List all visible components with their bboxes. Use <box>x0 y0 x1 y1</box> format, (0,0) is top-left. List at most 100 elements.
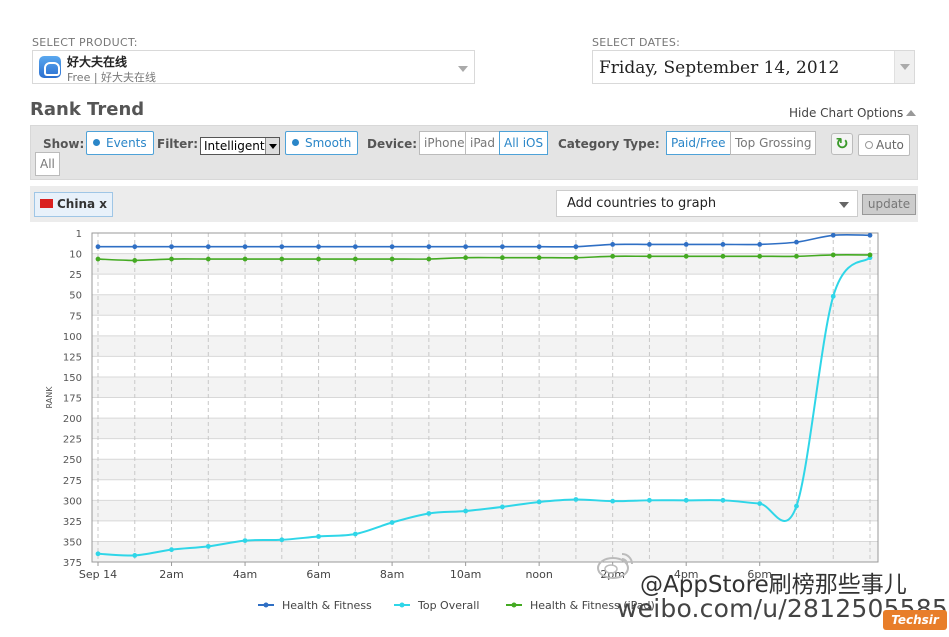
category-top-grossing[interactable]: Top Grossing <box>730 131 817 155</box>
data-point <box>132 244 138 250</box>
data-point <box>794 253 799 259</box>
y-tick-label: 125 <box>63 352 82 363</box>
y-tick-label: 350 <box>63 537 82 548</box>
data-point <box>757 253 763 259</box>
device-iphone[interactable]: iPhone <box>419 131 470 155</box>
smooth-toggle-label: Smooth <box>305 136 352 150</box>
watermark-handle: @AppStore刷榜那些事儿 <box>640 572 907 598</box>
hide-chart-options-link[interactable]: Hide Chart Options <box>789 106 904 120</box>
filter-select[interactable]: Intelligent <box>200 137 280 155</box>
grid-band <box>92 541 878 562</box>
chevron-down-icon <box>900 64 910 70</box>
x-tick-label: Sep 14 <box>79 568 117 581</box>
weibo-logo-icon <box>597 553 633 579</box>
y-axis-label: RANK <box>45 386 54 409</box>
data-point <box>536 499 542 505</box>
legend-label: Health & Fitness <box>282 599 372 612</box>
data-point <box>573 255 579 261</box>
y-tick-label: 10 <box>69 250 82 261</box>
data-point <box>794 503 799 509</box>
date-select[interactable]: Friday, September 14, 2012 <box>592 50 915 84</box>
data-point <box>205 543 211 549</box>
y-tick-label: 375 <box>63 558 82 569</box>
device-all-ios[interactable]: All iOS <box>499 131 549 155</box>
legend-marker <box>399 602 405 608</box>
data-point <box>499 244 505 250</box>
refresh-icon[interactable]: ↻ <box>831 133 853 155</box>
filter-label: Filter: <box>157 137 199 151</box>
x-tick-label: 6pm <box>747 568 772 581</box>
device-ipad[interactable]: iPad <box>465 131 501 155</box>
select-product-label: SELECT PRODUCT: <box>32 36 138 49</box>
data-point <box>610 253 616 259</box>
data-point <box>463 244 469 250</box>
y-tick-label: 325 <box>63 517 82 528</box>
y-tick-label: 250 <box>63 455 82 466</box>
data-point <box>132 553 138 558</box>
remove-country-button[interactable]: x <box>99 197 108 211</box>
date-dropdown-toggle[interactable] <box>894 51 914 83</box>
data-point <box>536 244 542 250</box>
country-tag-china[interactable]: China x <box>34 192 114 217</box>
data-point <box>169 256 174 262</box>
data-point <box>830 293 836 299</box>
x-tick-label: 8am <box>380 568 404 581</box>
chevron-up-icon <box>906 110 916 116</box>
rank-trend-chart: 1 10 25 50 75 100 125 150 175 200 225 250 275 300 325 3… <box>45 229 879 612</box>
radio-dot-icon <box>93 139 100 146</box>
x-tick-label: 4am <box>233 568 257 581</box>
series-line <box>97 254 871 262</box>
y-tick-label: 75 <box>69 311 82 322</box>
chart-options-toolbar: Show: Events Filter: Intelligent Smooth … <box>30 125 918 180</box>
events-toggle[interactable]: Events <box>86 131 154 155</box>
legend-marker <box>511 602 517 608</box>
category-type-label: Category Type: <box>558 137 660 151</box>
product-name: 好大夫在线 <box>67 55 128 69</box>
auto-refresh-toggle[interactable]: Auto <box>858 134 910 156</box>
smooth-toggle[interactable]: Smooth <box>285 131 359 155</box>
data-point <box>426 244 432 250</box>
data-point <box>830 252 836 258</box>
china-flag-icon <box>40 199 53 208</box>
grid-band <box>92 479 878 501</box>
chevron-down-icon <box>265 138 279 154</box>
product-select[interactable]: 好大夫在线 Free | 好大夫在线 <box>32 50 475 84</box>
data-point <box>499 504 505 510</box>
country-name: China <box>57 197 96 211</box>
events-toggle-label: Events <box>106 136 147 150</box>
y-tick-label: 1 <box>76 229 82 240</box>
update-button[interactable]: update <box>862 194 916 215</box>
data-point <box>426 511 432 516</box>
category-all[interactable]: All <box>35 152 60 176</box>
grid-band <box>92 500 878 521</box>
grid-band <box>92 356 878 377</box>
category-paid-free[interactable]: Paid/Free <box>666 131 731 155</box>
x-tick-label: 6am <box>306 568 330 581</box>
grid-band <box>92 459 878 480</box>
legend-marker <box>263 602 269 608</box>
y-tick-label: 200 <box>63 414 82 425</box>
y-tick-label: 175 <box>63 394 82 405</box>
data-point <box>720 497 726 503</box>
grid-band <box>92 438 878 460</box>
add-countries-select[interactable]: Add countries to graph <box>556 190 858 217</box>
data-point <box>867 252 873 258</box>
auto-refresh-label: Auto <box>876 138 904 152</box>
grid-band <box>92 294 878 316</box>
series-line <box>98 233 871 248</box>
data-point <box>242 244 248 250</box>
data-point <box>242 256 248 262</box>
data-point <box>205 244 211 250</box>
legend-label: Health & Fitness (iPad) <box>530 599 655 612</box>
plot-border <box>91 232 879 563</box>
data-point <box>352 531 358 537</box>
data-point <box>316 534 321 539</box>
data-point <box>536 255 542 261</box>
grid-band <box>92 418 878 439</box>
grid-band <box>92 315 878 336</box>
data-point <box>132 258 138 263</box>
data-point <box>720 242 726 247</box>
x-tick-label: 10am <box>450 568 481 581</box>
data-point <box>279 256 285 262</box>
data-point <box>205 256 211 262</box>
